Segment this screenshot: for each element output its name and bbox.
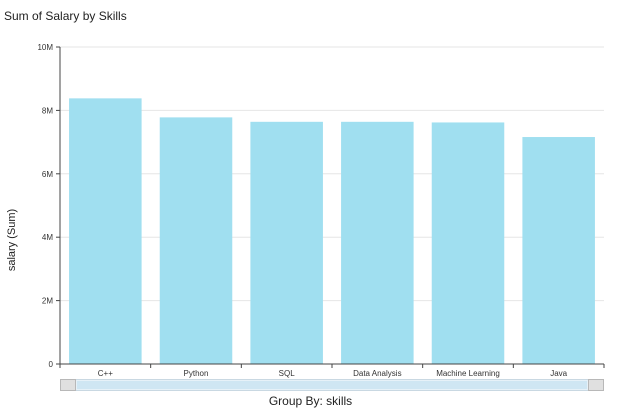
bar-machine-learning: [431, 122, 505, 364]
bar-c-: [69, 98, 142, 364]
bar-sql: [250, 121, 323, 364]
chart-horizontal-scrollbar[interactable]: [60, 379, 604, 391]
gridlines: 0 2M 4M 6M 8M 10M: [37, 43, 604, 369]
scrollbar-thumb[interactable]: [77, 381, 587, 389]
bar-python: [159, 117, 233, 365]
bar-java: [522, 137, 595, 364]
y-tick-label: 8M: [42, 106, 53, 115]
x-tick-label: C++: [98, 369, 113, 378]
y-tick-label: 2M: [42, 297, 53, 306]
chart-title: Sum of Salary by Skills: [4, 9, 127, 23]
y-tick-label: 4M: [42, 233, 53, 242]
y-tick-label: 0: [49, 360, 54, 369]
y-tick-label: 6M: [42, 170, 53, 179]
scrollbar-right-handle[interactable]: [588, 379, 604, 391]
bar-data-analysis: [341, 121, 414, 364]
bar-chart: 0 2M 4M 6M 8M 10M C++ Python SQL Data Analysis Ma…: [37, 43, 605, 378]
bars: [69, 98, 595, 365]
x-tick-label: Data Analysis: [353, 369, 401, 378]
scrollbar-left-handle[interactable]: [60, 379, 76, 391]
x-axis-label: Group By: skills: [268, 394, 353, 408]
x-tick-label: SQL: [279, 369, 296, 378]
y-tick-label: 10M: [37, 43, 53, 52]
x-tick-label: Machine Learning: [436, 369, 500, 378]
x-tick-label: Java: [550, 369, 567, 378]
x-tick-label: Python: [184, 369, 209, 378]
axes: C++ Python SQL Data Analysis Machine Learnin…: [59, 47, 605, 378]
